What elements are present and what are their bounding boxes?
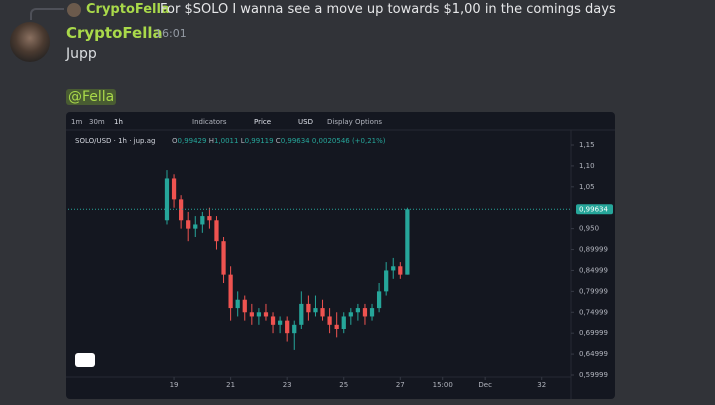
candle-body [405,209,410,275]
indicators[interactable]: Indicators [192,118,227,126]
reply-text[interactable]: For $SOLO I wanna see a move up towards … [160,2,616,17]
avatar[interactable] [10,22,50,62]
y-tick-label: 1,15 [579,141,595,149]
candle-body [256,312,262,317]
legend-change: 0,0020546 (+0,21%) [312,137,386,145]
legend-key: L [241,137,245,145]
legend-value: 0,99634 [281,137,310,145]
legend-value: 0,99429 [178,137,207,145]
candle-body [320,308,325,317]
author[interactable]: CryptoFella [66,24,163,42]
x-tick-label: 19 [170,381,179,389]
y-tick-label: 0,79999 [579,287,608,295]
y-tick-label: 0,950 [579,225,599,233]
candle-body [341,316,346,329]
chart-image[interactable]: 1m 30m 1h Indicators Price USD Display O… [66,112,615,399]
last-price-box [576,204,613,215]
candle-body [270,316,276,325]
candle-body [292,324,297,334]
y-tick-label: 0,59999 [579,371,608,379]
display-options[interactable]: Display Options [327,118,382,126]
x-tick-label: 23 [283,381,292,389]
reply-author[interactable]: CryptoFella [86,2,170,17]
interval[interactable]: 1m [71,118,82,126]
candle-body [327,316,332,325]
y-tick-label: 1,10 [579,162,595,170]
x-tick-label: 21 [226,381,235,389]
candle-body [242,299,247,313]
candle-body [263,312,269,317]
candle-body [228,274,233,309]
reply-line [30,8,64,20]
x-tick-label: 25 [339,381,348,389]
x-tick-label: 32 [537,381,546,389]
legend-symbol: SOLO/USD · 1h · jup.ag [75,137,155,145]
tv-logo[interactable] [75,353,95,367]
legend-value: 0,99119 [245,137,274,145]
candle-body [221,241,226,275]
legend-value: 1,0011 [214,137,239,145]
x-tick-label: Dec [478,381,492,389]
candle-body [306,303,311,313]
price-toggle[interactable]: Price [254,118,271,126]
interval[interactable]: 30m [89,118,105,126]
candle-body [186,220,191,229]
y-tick-label: 0,74999 [579,308,608,316]
candle-body [398,266,403,275]
interval[interactable]: 1h [114,118,123,126]
x-tick-label: 15:00 [433,381,453,389]
candle-body [207,216,212,221]
candle-body [313,308,318,313]
last-price-label: 0,99634 [579,205,608,213]
timestamp: 16:01 [155,27,187,40]
legend-key: H [209,137,214,145]
candle-body [277,320,283,325]
candle-body [348,312,353,317]
x-tick-label: 27 [396,381,405,389]
candle-body [214,220,219,242]
y-tick-label: 1,05 [579,183,595,191]
candle-body [299,303,304,325]
message-text: Jupp [66,46,97,62]
currency[interactable]: USD [298,118,313,126]
legend-key: O [172,137,178,145]
candle-body [369,308,375,317]
y-tick-label: 0,64999 [579,350,608,358]
candle-body [285,320,290,334]
reply-avatar [67,3,81,17]
candle-body [171,178,177,200]
candle-body [193,224,198,229]
candle-body [355,308,361,313]
candle-body [384,270,389,292]
y-tick-label: 0,84999 [579,266,608,274]
candle-body [249,312,254,317]
candle-body [200,216,205,225]
y-tick-label: 0,69999 [579,329,608,337]
mention[interactable]: @Fella [66,89,117,105]
legend-o: O0,99429 H1,0011 L0,99119 C0,99634 0,002… [172,137,386,145]
y-tick-label: 0,89999 [579,246,608,254]
candle-body [391,266,396,271]
candle-body [362,308,368,317]
candle-body [235,299,240,309]
chart-bg [66,112,615,399]
candle-body [376,291,382,309]
candle-body [164,178,170,221]
legend-key: C [276,137,281,145]
candle-body [334,324,339,329]
candle-body [179,199,184,221]
